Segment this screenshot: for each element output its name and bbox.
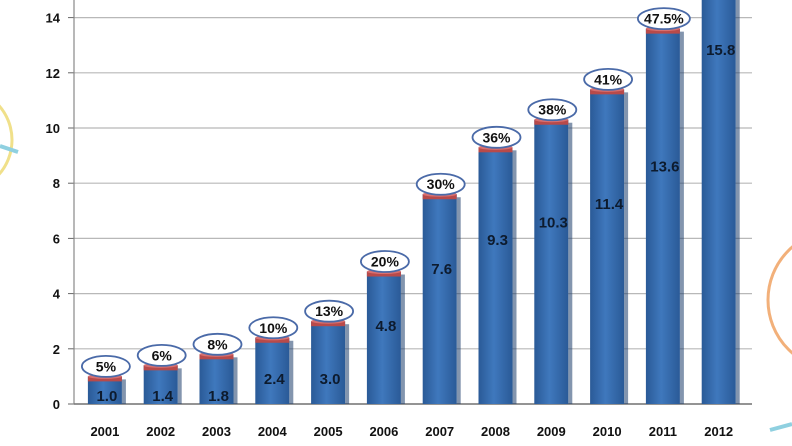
percent-label: 47.5% bbox=[644, 11, 684, 27]
percent-label: 38% bbox=[538, 102, 567, 118]
x-tick-label: 2004 bbox=[258, 424, 288, 439]
data-label: 4.8 bbox=[375, 318, 396, 335]
y-tick-label: 6 bbox=[53, 231, 60, 246]
percent-label: 6% bbox=[152, 347, 173, 363]
percent-ellipse bbox=[304, 299, 355, 323]
bar-shadow bbox=[345, 324, 350, 404]
bar-shadow bbox=[456, 197, 461, 404]
percent-label: 8% bbox=[207, 336, 228, 352]
data-label: 10.3 bbox=[539, 215, 568, 232]
decorative-circle-right bbox=[766, 245, 792, 355]
x-tick-label: 2012 bbox=[704, 424, 733, 439]
bar bbox=[311, 321, 346, 404]
percent-label: 5% bbox=[96, 358, 117, 374]
y-tick-label: 8 bbox=[53, 176, 60, 191]
percent-label: 20% bbox=[371, 254, 400, 270]
data-label: 9.3 bbox=[487, 232, 508, 249]
bar bbox=[199, 354, 234, 404]
x-tick-label: 2005 bbox=[314, 424, 343, 439]
bar bbox=[534, 119, 569, 404]
bar bbox=[422, 194, 457, 404]
bar-shadow bbox=[289, 340, 294, 404]
y-tick-label: 2 bbox=[53, 342, 60, 357]
bar-shadow bbox=[177, 368, 182, 404]
bar-shadow bbox=[568, 122, 573, 404]
bar bbox=[590, 89, 625, 405]
percent-ellipse bbox=[471, 125, 522, 149]
bar-shadow bbox=[679, 31, 684, 404]
percent-label: 36% bbox=[482, 129, 511, 145]
bar-shadow bbox=[233, 357, 238, 404]
y-tick-label: 12 bbox=[46, 66, 60, 81]
x-tick-label: 2007 bbox=[425, 424, 454, 439]
percent-label: 13% bbox=[315, 303, 344, 319]
bar bbox=[701, 0, 736, 405]
percent-label: 10% bbox=[259, 320, 288, 336]
data-label: 7.6 bbox=[431, 261, 452, 278]
decorative-circle-left bbox=[0, 104, 14, 176]
bar bbox=[645, 28, 680, 404]
x-tick-label: 2010 bbox=[593, 424, 622, 439]
percent-ellipse bbox=[583, 67, 633, 91]
percent-ellipse bbox=[248, 316, 299, 340]
y-tick-label: 14 bbox=[46, 11, 61, 26]
x-tick-label: 2009 bbox=[537, 424, 566, 439]
bar bbox=[143, 365, 178, 404]
bar bbox=[255, 337, 290, 404]
data-label: 2.4 bbox=[264, 371, 286, 388]
percent-label: 41% bbox=[594, 71, 623, 87]
decorative-stroke-left bbox=[0, 144, 19, 154]
x-tick-label: 2008 bbox=[481, 424, 510, 439]
data-label: 1.8 bbox=[208, 388, 229, 405]
percent-ellipse bbox=[81, 354, 131, 378]
bar-shadow bbox=[624, 92, 629, 405]
y-tick-label: 10 bbox=[46, 121, 60, 136]
data-label: 3.0 bbox=[320, 371, 341, 388]
percent-ellipse bbox=[637, 7, 691, 31]
y-tick-label: 4 bbox=[53, 287, 61, 302]
x-tick-label: 2001 bbox=[90, 424, 119, 439]
x-tick-label: 2003 bbox=[202, 424, 231, 439]
bar bbox=[366, 271, 401, 404]
percent-ellipse bbox=[527, 98, 578, 122]
bar-shadow bbox=[121, 379, 126, 404]
x-tick-label: 2006 bbox=[369, 424, 398, 439]
data-label: 1.0 bbox=[96, 388, 117, 405]
bar-shadow bbox=[400, 274, 405, 404]
percent-ellipse bbox=[192, 332, 243, 356]
bar bbox=[478, 147, 513, 404]
data-label: 15.8 bbox=[706, 42, 735, 59]
data-label: 13.6 bbox=[650, 158, 679, 175]
percent-ellipse bbox=[359, 250, 410, 273]
decorative-stroke-right bbox=[769, 422, 792, 432]
x-tick-label: 2011 bbox=[649, 424, 677, 439]
data-label: 1.4 bbox=[152, 388, 174, 405]
percent-label: 30% bbox=[427, 176, 456, 192]
percent-ellipse bbox=[415, 172, 466, 196]
y-tick-label: 0 bbox=[53, 397, 60, 412]
bar-shadow bbox=[735, 0, 740, 404]
bar-shadow bbox=[512, 150, 517, 404]
x-tick-label: 2002 bbox=[146, 424, 175, 439]
data-label: 11.4 bbox=[595, 196, 624, 213]
percent-ellipse bbox=[136, 343, 187, 367]
